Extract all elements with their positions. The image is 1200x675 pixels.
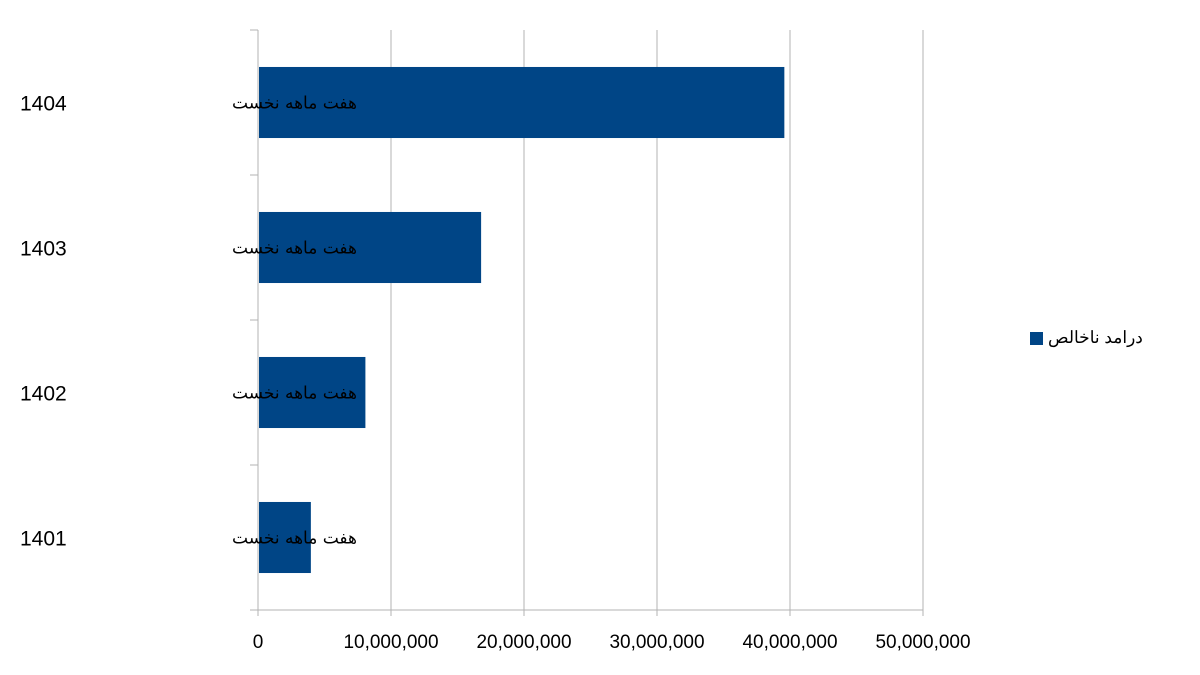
x-tick-label: 50,000,000 [875, 632, 970, 653]
legend-label: درامد ناخالص [1048, 328, 1143, 347]
x-tick-label: 40,000,000 [742, 632, 837, 653]
bar-1403 [259, 211, 482, 284]
bar-1401 [259, 501, 311, 574]
category-label-text: هفت ماهه نخست [232, 384, 357, 404]
category-label-year: 1404 [20, 93, 67, 116]
category-label-year: 1402 [20, 383, 67, 406]
category-label-text: هفت ماهه نخست [232, 239, 357, 259]
bar-1402 [259, 356, 366, 429]
x-tick-label: 10,000,000 [343, 632, 438, 653]
legend-swatch [1030, 331, 1043, 345]
category-label-text: هفت ماهه نخست [232, 94, 357, 114]
category-label-text: هفت ماهه نخست [232, 529, 357, 549]
category-label-year: 1403 [20, 238, 67, 261]
bar-1404 [259, 66, 785, 139]
x-tick-label: 0 [253, 632, 264, 653]
legend: درامد ناخالص [1030, 328, 1143, 348]
x-tick-label: 30,000,000 [609, 632, 704, 653]
x-tick-label: 20,000,000 [476, 632, 571, 653]
category-label-year: 1401 [20, 528, 67, 551]
